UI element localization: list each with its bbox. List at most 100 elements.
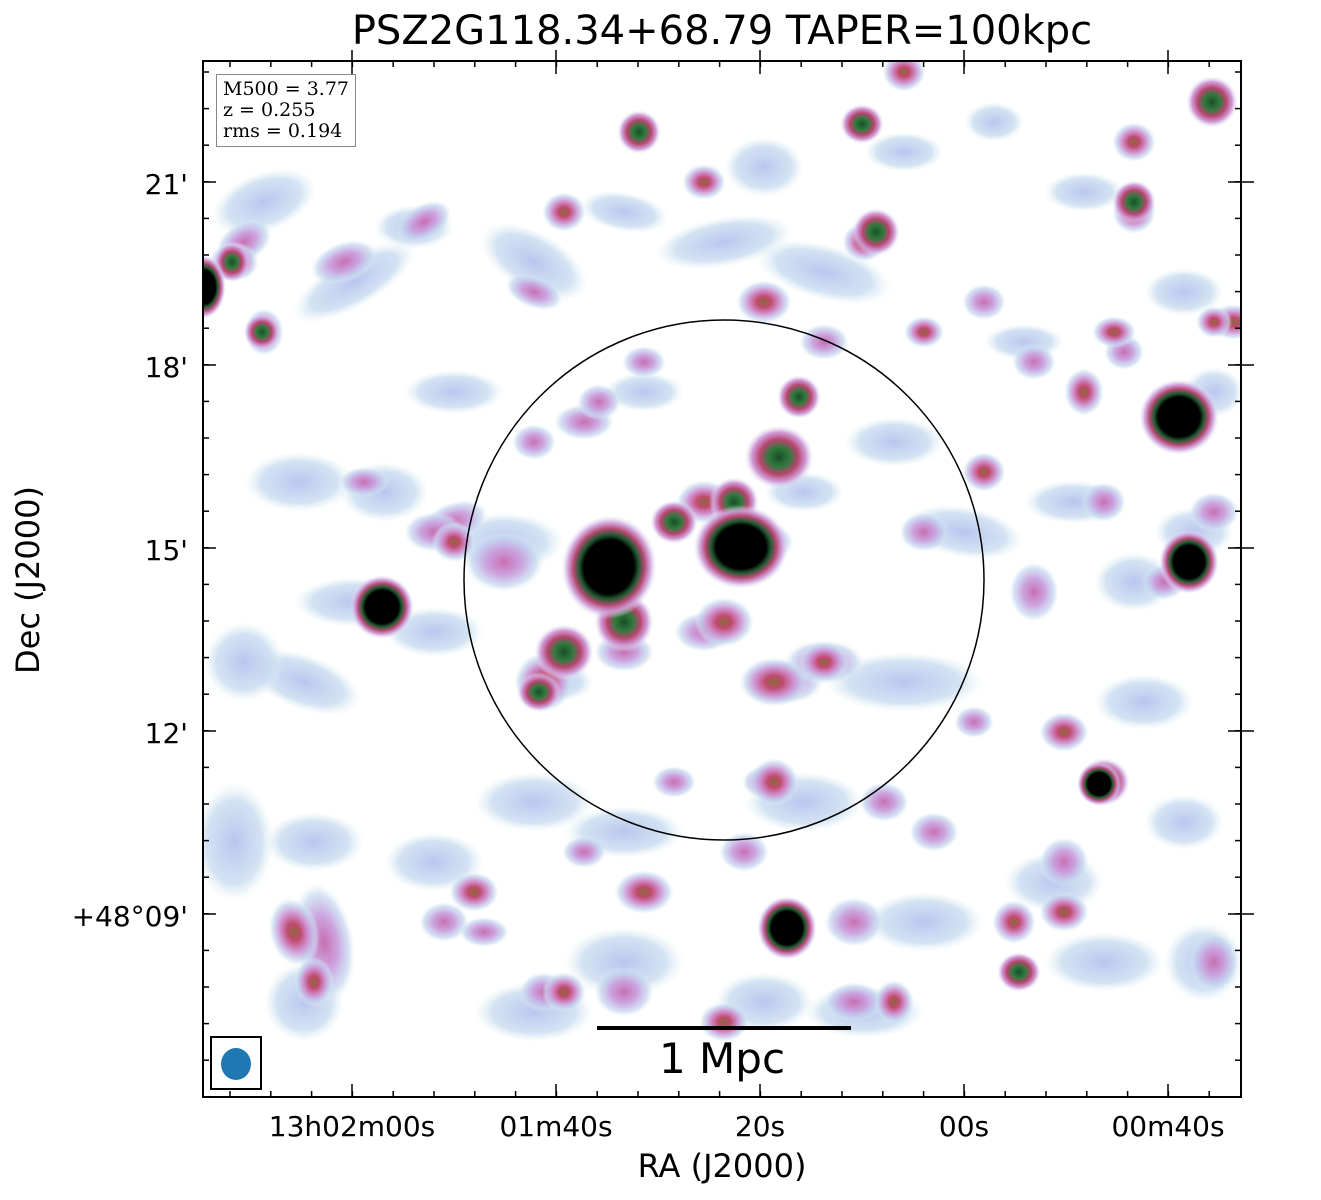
radio-map-panel xyxy=(202,60,1242,1098)
emission-blob xyxy=(419,902,469,942)
emission-blob xyxy=(517,672,561,712)
emission-blob xyxy=(204,255,226,319)
emission-blob xyxy=(652,766,696,798)
emission-blob xyxy=(682,164,726,200)
emission-blob xyxy=(909,812,959,852)
emission-blob xyxy=(799,324,849,360)
emission-blob xyxy=(1189,492,1239,532)
emission-blob xyxy=(824,652,984,712)
emission-blob xyxy=(292,240,416,324)
xtick-label: 20s xyxy=(734,1110,786,1143)
emission-blob xyxy=(1012,344,1056,380)
emission-blob xyxy=(204,622,284,702)
emission-blob xyxy=(464,532,544,592)
emission-blob xyxy=(339,467,389,497)
xtick-label: 01m40s xyxy=(499,1110,613,1143)
emission-blob xyxy=(350,575,414,639)
emission-blob xyxy=(577,384,621,420)
emission-blob xyxy=(1186,76,1238,128)
emission-blob xyxy=(264,812,364,872)
emission-blob xyxy=(962,452,1006,492)
emission-blob xyxy=(1196,306,1232,338)
emission-blob xyxy=(211,168,317,236)
emission-blob xyxy=(749,758,799,806)
radio-map xyxy=(204,62,1240,1042)
emission-blob xyxy=(864,132,944,172)
emission-blob xyxy=(824,897,884,947)
cluster-info-box: M500 = 3.77 z = 0.255 rms = 0.194 xyxy=(216,74,357,147)
emission-blob xyxy=(954,706,994,738)
emission-blob xyxy=(859,782,909,822)
emission-blob xyxy=(962,284,1006,320)
ytick-label: 21' xyxy=(144,168,188,201)
scale-bar-label: 1 Mpc xyxy=(658,1034,786,1083)
emission-blob xyxy=(564,927,684,997)
emission-blob xyxy=(594,967,654,1017)
emission-blob xyxy=(757,896,817,960)
emission-blob xyxy=(1112,122,1156,162)
emission-blob xyxy=(1044,932,1164,992)
emission-blob xyxy=(844,417,944,467)
emission-blob xyxy=(1144,268,1224,316)
emission-blob xyxy=(1039,892,1089,932)
xtick-label: 00s xyxy=(938,1110,990,1143)
xtick-label: 13h02m00s xyxy=(268,1110,436,1143)
emission-blob xyxy=(479,222,589,302)
emission-blob xyxy=(505,273,563,311)
emission-blob xyxy=(622,346,666,378)
emission-blob xyxy=(777,375,821,419)
emission-blob xyxy=(542,192,586,232)
xtick-label: 00m40s xyxy=(1111,1110,1225,1143)
emission-blob xyxy=(617,110,661,154)
figure-title: PSZ2G118.34+68.79 TAPER=100kpc xyxy=(351,8,1093,54)
emission-blob xyxy=(864,892,984,952)
rms-label: rms = 0.194 xyxy=(223,120,343,142)
emission-blob xyxy=(744,425,814,489)
emission-blob xyxy=(1009,562,1059,622)
emission-blob xyxy=(294,957,334,1007)
emission-blob xyxy=(904,316,944,348)
emission-blob xyxy=(534,624,594,680)
emission-blob xyxy=(882,62,926,92)
emission-blob xyxy=(724,137,804,197)
emission-blob xyxy=(1092,316,1136,348)
emission-blob xyxy=(244,314,280,350)
emission-blob xyxy=(964,102,1024,142)
emission-blob xyxy=(459,917,509,947)
emission-blob xyxy=(1159,530,1219,594)
emission-blob xyxy=(512,424,556,460)
emission-blob xyxy=(244,452,354,512)
emission-blob xyxy=(542,972,586,1012)
emission-blob xyxy=(874,980,914,1024)
ytick-label: 18' xyxy=(144,351,188,384)
cluster-circle xyxy=(463,319,985,841)
emission-blob xyxy=(562,836,606,868)
ytick-label: 15' xyxy=(144,534,188,567)
emission-blob xyxy=(1139,379,1219,455)
ytick-label: +48°09' xyxy=(71,900,188,933)
emission-blob xyxy=(1044,172,1124,212)
emission-blob xyxy=(736,280,792,324)
emission-blob xyxy=(650,500,698,544)
emission-blob xyxy=(449,872,499,912)
emission-blob xyxy=(1144,794,1224,850)
emission-blob xyxy=(694,597,754,647)
emission-blob xyxy=(1082,482,1126,522)
emission-blob xyxy=(997,952,1041,992)
emission-blob xyxy=(799,642,849,682)
emission-blob xyxy=(739,657,809,707)
ytick-label: 12' xyxy=(144,717,188,750)
emission-blob xyxy=(719,832,769,872)
emission-blob xyxy=(824,982,884,1022)
emission-blob xyxy=(852,208,900,256)
emission-blob xyxy=(1112,180,1156,224)
emission-blob xyxy=(699,1002,749,1042)
emission-blob xyxy=(1039,837,1089,887)
emission-blob xyxy=(404,370,504,414)
emission-blob xyxy=(1077,762,1121,806)
beam-ellipse xyxy=(221,1048,251,1080)
beam-box xyxy=(210,1036,262,1090)
emission-blob xyxy=(396,200,452,244)
emission-blob xyxy=(693,505,789,589)
